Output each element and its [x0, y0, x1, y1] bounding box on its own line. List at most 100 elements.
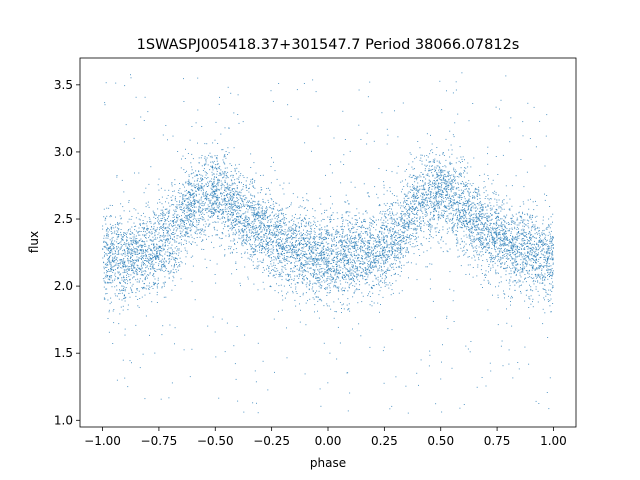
data-point — [105, 263, 107, 265]
data-point — [156, 291, 158, 293]
data-point — [135, 225, 137, 227]
data-point — [354, 241, 356, 243]
data-point — [346, 242, 348, 244]
data-point — [258, 220, 259, 222]
data-point — [314, 233, 316, 235]
data-point — [268, 187, 269, 189]
data-point — [551, 274, 553, 276]
data-point — [275, 223, 277, 225]
data-point — [144, 216, 146, 218]
data-point — [474, 221, 476, 223]
data-point — [244, 206, 246, 207]
data-point — [524, 235, 526, 237]
data-point — [213, 212, 215, 214]
data-point — [191, 226, 193, 228]
data-point — [481, 213, 483, 215]
data-point — [386, 258, 388, 260]
data-point — [530, 216, 532, 218]
data-point — [102, 278, 104, 280]
data-point — [211, 174, 213, 176]
data-point — [453, 290, 455, 292]
data-point — [298, 269, 300, 271]
data-point — [335, 253, 337, 255]
data-point — [435, 192, 437, 194]
data-point — [425, 174, 427, 176]
data-point — [365, 232, 367, 234]
data-point — [185, 231, 187, 233]
data-point — [315, 266, 317, 268]
data-point — [189, 215, 191, 217]
data-point — [378, 168, 380, 169]
data-point — [114, 224, 116, 226]
data-point — [238, 171, 240, 173]
data-point — [130, 249, 131, 251]
data-point — [327, 273, 329, 275]
data-point — [116, 379, 118, 381]
data-point — [130, 218, 132, 220]
data-point — [539, 238, 541, 240]
data-point — [299, 303, 300, 305]
data-point — [529, 250, 531, 252]
data-point — [103, 246, 105, 248]
data-point — [209, 259, 211, 261]
data-point — [478, 220, 480, 222]
data-point — [480, 214, 482, 216]
data-point — [246, 190, 248, 191]
data-point — [505, 238, 507, 240]
data-point — [420, 243, 422, 245]
data-point — [183, 349, 185, 351]
data-point — [346, 245, 348, 247]
data-point — [290, 202, 292, 204]
data-point — [434, 158, 436, 160]
data-point — [280, 225, 282, 227]
data-point — [357, 274, 359, 276]
data-point — [144, 241, 146, 243]
data-point — [196, 244, 198, 246]
data-point — [124, 300, 126, 302]
data-point — [244, 225, 246, 227]
data-point — [544, 259, 546, 261]
data-point — [524, 219, 526, 221]
data-point — [496, 199, 498, 201]
data-point — [323, 275, 325, 277]
data-point — [469, 229, 471, 231]
data-point — [166, 255, 168, 256]
data-point — [332, 212, 334, 214]
data-point — [361, 238, 363, 240]
data-point — [436, 160, 438, 162]
data-point — [369, 248, 371, 250]
data-point — [114, 274, 116, 276]
data-point — [179, 206, 181, 208]
data-point — [157, 248, 159, 250]
data-point — [238, 176, 240, 178]
data-point — [298, 218, 300, 219]
data-point — [521, 238, 523, 240]
data-point — [246, 225, 248, 227]
data-point — [193, 192, 195, 194]
data-point — [230, 199, 232, 201]
data-point — [261, 249, 262, 251]
data-point — [490, 230, 492, 232]
data-point — [301, 237, 303, 239]
data-point — [303, 264, 305, 266]
data-point — [164, 208, 166, 210]
data-point — [464, 224, 466, 226]
data-point — [171, 226, 173, 228]
data-point — [281, 219, 283, 220]
data-point — [351, 228, 352, 230]
data-point — [191, 215, 193, 217]
data-point — [236, 223, 238, 225]
data-point — [111, 227, 113, 229]
data-point — [511, 217, 513, 219]
data-point — [442, 344, 443, 346]
data-point — [302, 294, 304, 296]
data-point — [275, 245, 277, 247]
data-point — [347, 372, 349, 374]
data-point — [517, 219, 519, 221]
data-point — [109, 204, 111, 206]
data-point — [426, 155, 428, 156]
data-point — [129, 266, 131, 267]
data-point — [371, 247, 373, 249]
data-point — [142, 264, 144, 266]
data-point — [312, 242, 314, 243]
